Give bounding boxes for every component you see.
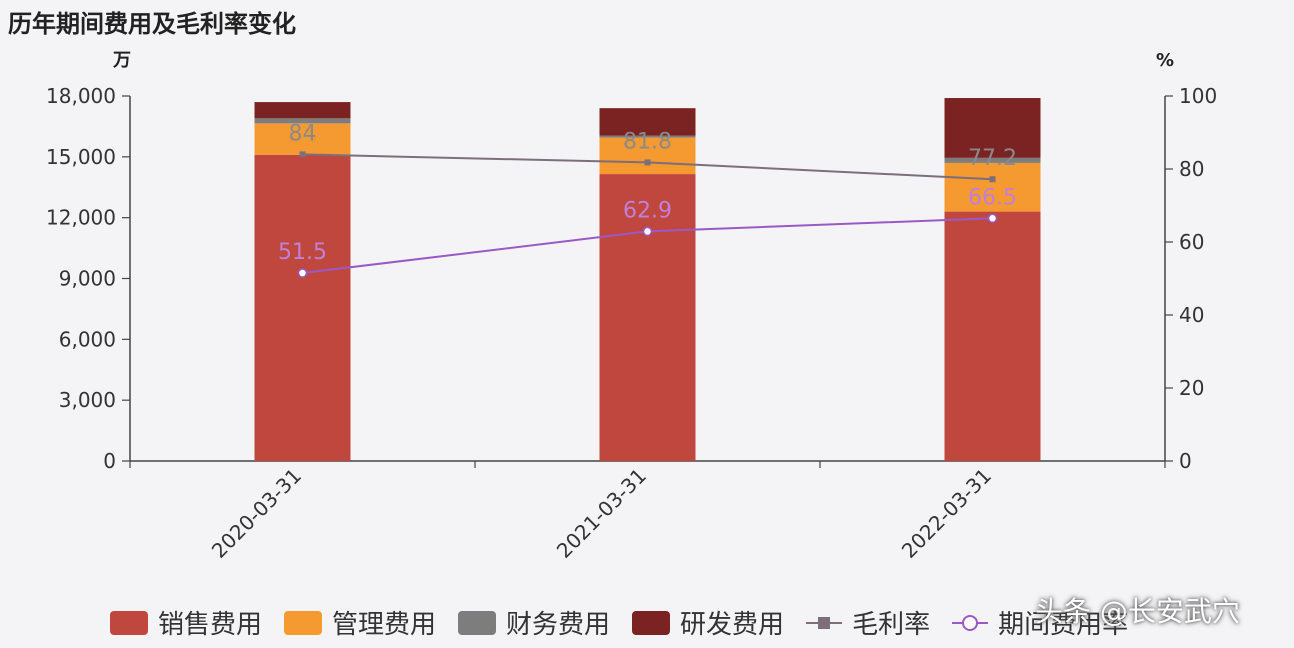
chart-plot: 18,000 15,000 12,000 9,000 6,000 3,000 0 100 80 6… xyxy=(46,50,1217,563)
legend-item[interactable]: 财务费用 xyxy=(458,604,610,641)
data-label: 77.2 xyxy=(968,146,1017,171)
left-axis-tick-label: 12,000 xyxy=(46,206,116,230)
data-label: 84 xyxy=(289,121,317,146)
bar-segment xyxy=(599,108,696,136)
left-axis-tick-label: 9,000 xyxy=(59,267,116,291)
left-axis-tick-label: 18,000 xyxy=(46,84,116,108)
bar-segment xyxy=(599,135,696,138)
right-axis-tick-label: 0 xyxy=(1179,449,1192,473)
legend-item[interactable]: 管理费用 xyxy=(284,604,436,641)
bar-segment xyxy=(254,102,351,119)
right-axis-tick-label: 40 xyxy=(1179,303,1204,327)
bar-segment xyxy=(254,154,351,462)
series-point xyxy=(989,176,996,183)
left-axis-tick-label: 3,000 xyxy=(59,388,116,412)
bar-segment xyxy=(599,137,696,175)
right-axis-tick-label: 80 xyxy=(1179,157,1204,181)
legend-label: 财务费用 xyxy=(506,610,611,640)
legend-item[interactable]: 毛利率 xyxy=(806,604,930,641)
series-point xyxy=(299,151,306,158)
right-axis-tick-label: 100 xyxy=(1179,84,1217,108)
left-axis-unit: 万 xyxy=(112,50,131,71)
chart-title: 历年期间费用及毛利率变化 xyxy=(8,10,296,38)
bar-segment xyxy=(254,123,351,155)
data-label: 66.5 xyxy=(968,185,1017,210)
legend-item[interactable]: 销售费用 xyxy=(110,604,262,641)
series-point xyxy=(987,213,998,224)
watermark: 头条 @长安武穴 xyxy=(1035,595,1240,628)
legend-swatch xyxy=(110,610,148,635)
x-axis-tick-label: 2020-03-31 xyxy=(207,464,306,563)
data-label: 51.5 xyxy=(278,240,327,265)
legend-marker xyxy=(962,614,979,631)
bar-segment xyxy=(254,118,351,124)
legend-item[interactable]: 期间费用率 xyxy=(952,604,1128,641)
legend: 销售费用 管理费用 财务费用 研发费用 毛利率 期间费用率 xyxy=(110,604,1128,641)
left-axis-tick-label: 6,000 xyxy=(59,327,116,351)
legend-label: 管理费用 xyxy=(332,610,437,640)
bar-segment xyxy=(599,174,696,461)
legend-swatch xyxy=(632,610,671,635)
left-axis-tick-label: 0 xyxy=(103,449,116,473)
legend-label: 销售费用 xyxy=(158,610,263,640)
x-axis-tick-label: 2022-03-31 xyxy=(897,464,996,563)
legend-label: 期间费用率 xyxy=(998,610,1129,640)
legend-swatch xyxy=(284,610,323,635)
bar-segment xyxy=(944,211,1041,461)
series-point xyxy=(642,226,653,237)
left-axis-tick-label: 15,000 xyxy=(46,145,116,169)
x-axis-tick-label: 2021-03-31 xyxy=(552,464,651,563)
bar-segment xyxy=(944,162,1041,212)
series-point xyxy=(297,268,308,278)
bar-segment xyxy=(944,98,1041,158)
legend-swatch xyxy=(458,610,497,635)
legend-marker xyxy=(818,616,831,629)
bar-segment xyxy=(944,157,1041,163)
legend-line-swatch xyxy=(952,614,989,631)
legend-line-swatch xyxy=(806,616,843,629)
legend-item[interactable]: 研发费用 xyxy=(632,604,784,641)
right-axis-tick-label: 60 xyxy=(1179,230,1204,254)
legend-label: 毛利率 xyxy=(852,610,931,640)
data-label: 81.8 xyxy=(623,129,672,154)
series-point xyxy=(644,159,651,166)
right-axis-tick-label: 20 xyxy=(1179,376,1204,400)
right-axis-unit: % xyxy=(1156,50,1174,71)
legend-label: 研发费用 xyxy=(680,610,785,640)
data-label: 62.9 xyxy=(623,198,672,223)
